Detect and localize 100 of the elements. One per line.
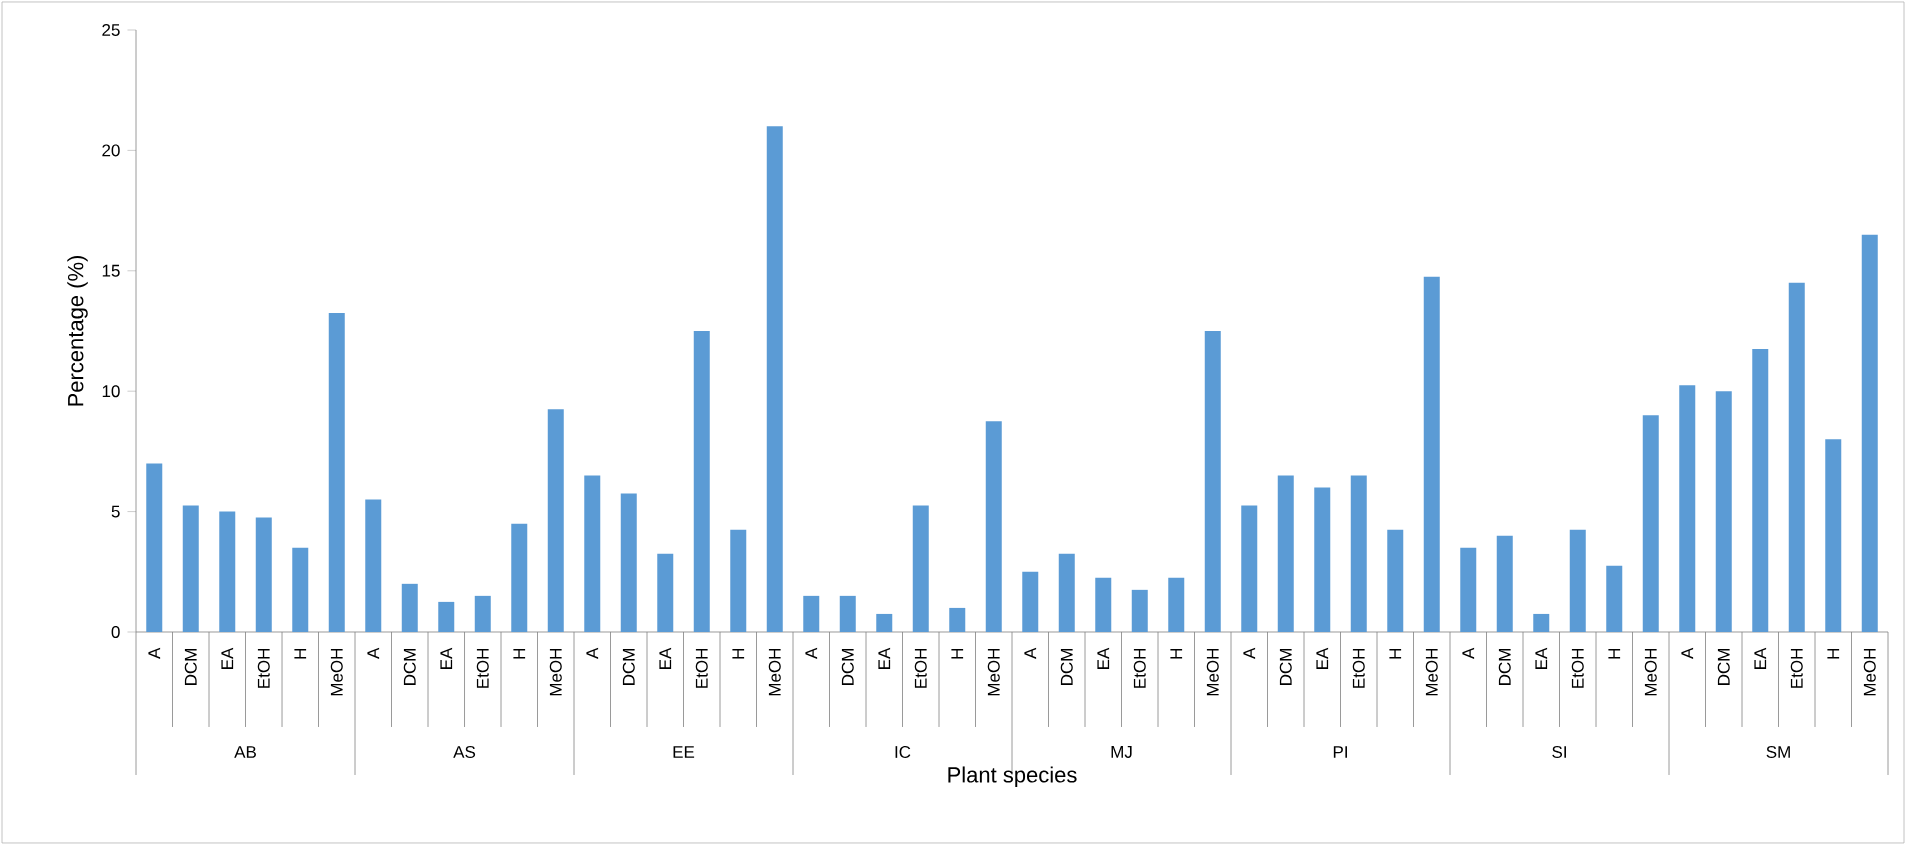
y-tick-label: 15 — [102, 264, 120, 277]
bar — [1752, 349, 1769, 632]
bar — [1825, 439, 1842, 632]
bar — [584, 475, 601, 632]
x-tick-label: EtOH — [1571, 648, 1584, 688]
bar — [766, 126, 783, 632]
x-tick-label: EtOH — [695, 648, 708, 688]
x-tick-label: DCM — [1060, 648, 1073, 685]
y-axis-title: Percentage (%) — [67, 255, 88, 406]
x-tick-label: DCM — [184, 648, 197, 685]
bar — [547, 409, 564, 632]
x-tick-label: EA — [1316, 647, 1329, 669]
bar — [1460, 547, 1477, 632]
bar — [1715, 391, 1732, 632]
x-tick-label: A — [805, 647, 818, 659]
bar — [985, 421, 1002, 632]
y-tick-label: 5 — [111, 505, 120, 518]
bar — [1277, 475, 1294, 632]
bar — [1606, 565, 1623, 632]
bar — [1569, 529, 1586, 632]
x-tick-label: H — [732, 648, 745, 659]
bar — [1861, 234, 1878, 632]
x-tick-label: DCM — [622, 648, 635, 685]
x-tick-label: H — [951, 648, 964, 659]
bar — [839, 595, 856, 632]
bar — [1022, 571, 1039, 632]
text: SI — [1552, 745, 1566, 758]
x-tick-label: H — [513, 648, 526, 659]
bar — [1642, 415, 1659, 632]
x-tick-label: DCM — [1498, 648, 1511, 685]
text: MJ — [1111, 746, 1132, 758]
x-tick-label: H — [1608, 648, 1621, 659]
y-tick-label: 10 — [102, 385, 120, 398]
bar — [511, 523, 528, 632]
x-tick-label: EtOH — [1133, 648, 1146, 688]
x-tick-label: A — [1024, 647, 1037, 659]
x-tick-label: EtOH — [257, 648, 270, 688]
text: IC — [895, 745, 911, 758]
x-tick-label: EA — [1535, 647, 1548, 669]
bar — [438, 601, 455, 632]
bar — [1496, 535, 1513, 632]
x-tick-label: MeOH — [1863, 648, 1876, 696]
x-tick-label: DCM — [841, 648, 854, 685]
x-tick-label: EA — [1754, 647, 1767, 669]
bar — [1533, 613, 1550, 632]
x-tick-label: A — [586, 647, 599, 659]
x-tick-label: DCM — [1279, 648, 1292, 685]
bar — [365, 499, 382, 632]
bar — [292, 547, 309, 632]
bar — [146, 463, 163, 632]
bar — [1095, 577, 1112, 632]
x-tick-label: EtOH — [476, 648, 489, 688]
x-tick-label: H — [294, 648, 307, 659]
bar — [1387, 529, 1404, 632]
x-tick-label: DCM — [1717, 648, 1730, 685]
bar — [876, 613, 893, 632]
x-tick-label: A — [367, 647, 380, 659]
bar — [949, 607, 966, 632]
text: EE — [673, 746, 695, 758]
x-tick-label: EA — [659, 647, 672, 669]
x-tick-label: MeOH — [768, 648, 781, 696]
bar — [1423, 276, 1440, 632]
x-tick-label: MeOH — [330, 648, 343, 696]
x-tick-label: A — [1462, 647, 1475, 659]
bar — [1168, 577, 1185, 632]
text: SM — [1766, 745, 1790, 758]
bar — [657, 553, 674, 632]
bar — [219, 511, 236, 632]
x-tick-label: MeOH — [1206, 648, 1219, 696]
y-tick-label: 25 — [102, 23, 120, 36]
x-axis-title: Plant species — [948, 766, 1077, 787]
bar — [1314, 487, 1331, 632]
bar — [803, 595, 820, 632]
bar — [1204, 330, 1221, 632]
x-tick-label: EtOH — [1352, 648, 1365, 688]
x-tick-label: H — [1389, 648, 1402, 659]
bar — [1058, 553, 1075, 632]
x-tick-label: A — [1243, 647, 1256, 659]
bar — [1131, 589, 1148, 632]
bar — [620, 493, 637, 632]
x-tick-label: MeOH — [1644, 648, 1657, 696]
text: AB — [234, 746, 256, 758]
x-tick-label: DCM — [403, 648, 416, 685]
bar — [182, 505, 199, 632]
bar — [328, 312, 345, 632]
bar — [730, 529, 747, 632]
bar — [255, 517, 272, 632]
bar — [474, 595, 491, 632]
x-tick-label: EA — [878, 647, 891, 669]
text: AS — [453, 745, 476, 758]
y-tick-label: 20 — [102, 144, 120, 157]
x-tick-label: A — [1681, 647, 1694, 659]
bar — [1788, 282, 1805, 632]
x-tick-label: EA — [440, 647, 453, 669]
y-tick-label: 0 — [111, 625, 120, 638]
bar — [401, 583, 418, 632]
x-tick-label: EA — [1097, 647, 1110, 669]
bar — [1350, 475, 1367, 632]
x-tick-label: A — [148, 647, 161, 659]
bar — [912, 505, 929, 632]
